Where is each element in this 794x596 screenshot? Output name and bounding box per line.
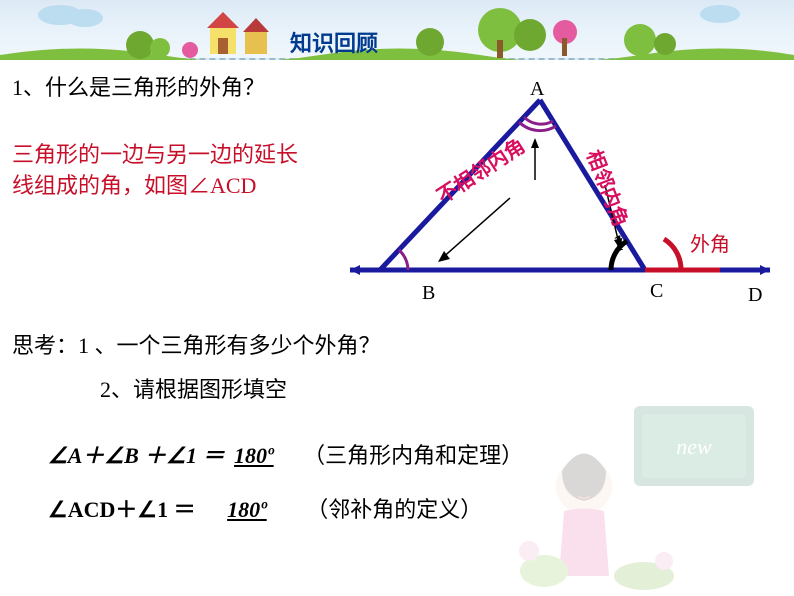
definition-line1: 三角形的一边与另一边的延长 [12, 142, 298, 167]
page-title: 知识回顾 [290, 26, 378, 58]
thinking-q1: 思考：1 、一个三角形有多少个外角？ [12, 328, 381, 360]
equation-2-reason: （邻补角的定义） [306, 497, 482, 522]
equation-1: ∠A＋∠B ＋∠1 ＝ 180º （三角形内角和定理） [48, 438, 523, 470]
definition-line2: 线组成的角，如图∠ACD [12, 173, 256, 198]
vertex-label-D: D [748, 284, 762, 307]
equation-1-reason: （三角形内角和定理） [303, 443, 523, 468]
equation-2-answer: 180º [227, 497, 267, 522]
triangle-diagram [340, 80, 780, 320]
equation-2: ∠ACD＋∠1 ＝ 180º （邻补角的定义） [48, 492, 482, 524]
thinking-q2: 2、请根据图形填空 [100, 372, 287, 404]
triangle-svg [340, 80, 780, 320]
equation-1-lhs: ∠A＋∠B ＋∠1 ＝ [48, 443, 225, 468]
definition-text: 三角形的一边与另一边的延长 线组成的角，如图∠ACD [12, 140, 298, 202]
angle-label-1: 1 [613, 230, 624, 256]
arrow-to-B [440, 198, 510, 260]
thinking-q1-text: 1 、一个三角形有多少个外角？ [78, 333, 381, 358]
question-1: 1、什么是三角形的外角？ [12, 70, 265, 102]
thinking-prefix: 思考： [12, 333, 78, 358]
equation-1-answer: 180º [234, 443, 274, 468]
background-decoration: new [514, 366, 794, 596]
vertex-label-A: A [530, 78, 544, 101]
svg-text:new: new [676, 434, 712, 459]
vertex-label-B: B [422, 282, 435, 305]
decorative-banner [0, 0, 794, 60]
vertex-label-C: C [650, 280, 663, 303]
arc-angle-B [399, 250, 408, 270]
arc-angle-ACD [664, 239, 681, 270]
exterior-angle-label: 外角 [690, 228, 730, 257]
banner-art [0, 0, 794, 60]
equation-2-lhs: ∠ACD＋∠1 ＝ [48, 497, 196, 522]
